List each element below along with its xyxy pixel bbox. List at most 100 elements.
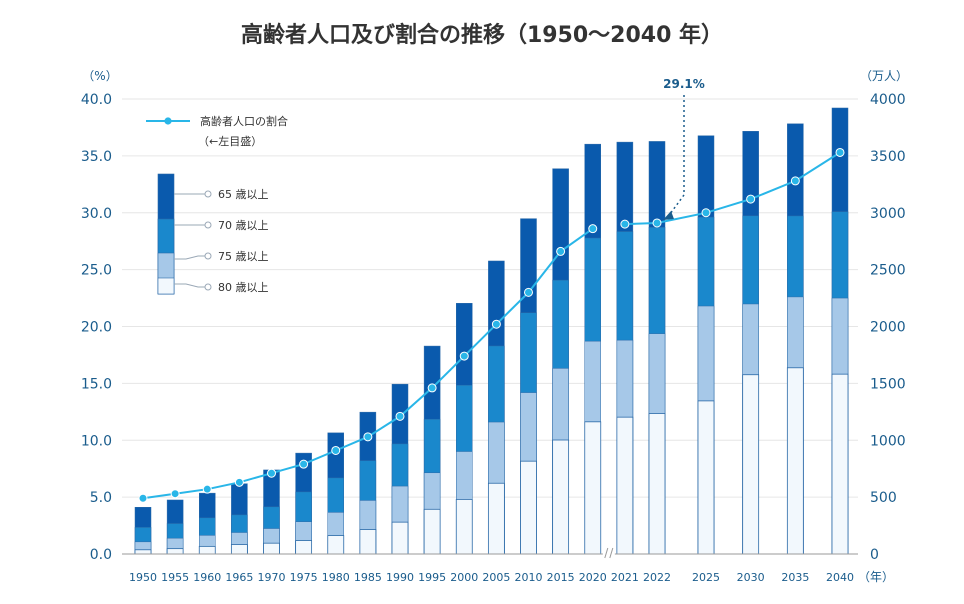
- x-axis-unit: （年）: [858, 570, 894, 584]
- legend-leader-dot: [204, 221, 212, 229]
- bar-80-plus: [391, 521, 409, 555]
- right-tick-label: 3000: [870, 206, 906, 222]
- axis-break-mark: [609, 547, 614, 559]
- left-tick-label: 30.0: [81, 206, 112, 222]
- right-tick-label: 4000: [870, 92, 906, 108]
- x-tick-label: 2021: [611, 571, 639, 584]
- ratio-point: [491, 319, 501, 329]
- ratio-point: [331, 445, 341, 455]
- ratio-point: [170, 489, 180, 499]
- left-axis-unit: （%）: [82, 69, 117, 83]
- ratio-line-layer: [138, 147, 845, 503]
- ratio-point: [299, 459, 309, 469]
- left-tick-label: 20.0: [81, 320, 112, 336]
- legend-leader-line: [174, 255, 206, 260]
- ratio-line-segment: [624, 151, 841, 226]
- ratio-point: [427, 383, 437, 393]
- ratio-point: [267, 468, 276, 478]
- legend-bar-label-65: 65 歳以上: [218, 188, 269, 201]
- ratio-point: [395, 411, 405, 421]
- x-tick-label: 2025: [692, 571, 720, 584]
- ratio-point: [363, 432, 373, 442]
- axis-break-mask: [602, 548, 615, 560]
- callout-leader-line: [666, 95, 685, 219]
- bar-80-plus: [742, 374, 760, 555]
- bar-80-plus: [455, 498, 473, 555]
- bar-80-plus: [263, 542, 280, 555]
- x-tick-label: 2030: [737, 571, 765, 584]
- bar-80-plus: [520, 460, 537, 555]
- ratio-point: [701, 208, 711, 218]
- x-tick-label: 1970: [258, 571, 286, 584]
- legend-bar-label-70: 70 歳以上: [218, 219, 269, 232]
- x-tick-label: 2020: [579, 571, 607, 584]
- ratio-point: [202, 484, 212, 494]
- right-axis-unit: （万人）: [860, 69, 908, 83]
- bar-80-plus: [487, 482, 505, 555]
- chart-title: 高齢者人口及び割合の推移（1950～2040 年）: [241, 22, 723, 48]
- left-tick-label: 40.0: [81, 92, 112, 108]
- bar-80-plus: [584, 421, 602, 555]
- ratio-point: [138, 493, 148, 503]
- ratio-point: [459, 351, 469, 361]
- right-tick-label: 1500: [870, 376, 906, 392]
- bar-80-plus: [230, 544, 248, 555]
- x-tick-label: 2035: [781, 571, 809, 584]
- x-tick-label: 2022: [643, 571, 671, 584]
- bar-80-plus: [359, 529, 377, 555]
- legend-leader-dot: [204, 283, 212, 291]
- x-tick-label: 2040: [826, 571, 854, 584]
- legend-bar-label-75: 75 歳以上: [218, 250, 269, 263]
- legend-leader-line: [174, 283, 206, 288]
- left-tick-label: 25.0: [81, 263, 112, 279]
- legend-line-marker: [164, 117, 172, 125]
- x-tick-label: 2005: [482, 571, 510, 584]
- bar-80-plus: [166, 548, 184, 555]
- callout-arrowhead: [663, 210, 674, 220]
- left-tick-label: 0.0: [90, 547, 112, 563]
- x-tick-label: 1955: [161, 571, 189, 584]
- ratio-point: [556, 246, 566, 256]
- bar-80-plus: [616, 416, 634, 555]
- ratio-point: [835, 147, 845, 157]
- x-tick-label: 1980: [322, 571, 350, 584]
- axis-break-mark: [604, 547, 609, 559]
- bar-80-plus: [423, 508, 441, 555]
- bar-80-plus: [831, 373, 849, 555]
- legend-leader-dot: [204, 252, 212, 260]
- right-tick-label: 3500: [870, 149, 906, 165]
- left-tick-label: 5.0: [90, 490, 112, 506]
- bar-80-plus: [327, 535, 345, 555]
- bar-80-plus: [648, 413, 666, 555]
- ratio-point: [234, 477, 244, 487]
- x-tick-label: 2000: [450, 571, 478, 584]
- legend: 高齢者人口の割合 （←左目盛） 65 歳以上 70 歳以上 75 歳以上 80 …: [146, 114, 288, 295]
- bar-layer: [134, 107, 849, 555]
- ratio-point: [620, 219, 630, 229]
- legend-bar-swatch: [157, 173, 212, 295]
- x-tick-label: 1975: [290, 571, 318, 584]
- x-tick-label: 1985: [354, 571, 382, 584]
- x-tick-label: 2010: [515, 571, 543, 584]
- legend-leader-dot: [204, 190, 212, 198]
- ratio-point: [746, 194, 756, 204]
- legend-line-note: （←左目盛）: [198, 134, 262, 148]
- ratio-point: [652, 218, 662, 228]
- left-tick-label: 10.0: [81, 433, 112, 449]
- right-tick-label: 2500: [870, 263, 906, 279]
- x-tick-label: 2015: [547, 571, 575, 584]
- left-tick-label: 15.0: [81, 376, 112, 392]
- axes-layer: 0.0 0 5.0 500 10.0 1000 15.0 1500 20.0 2000 25.0 25…: [81, 92, 906, 584]
- bar-80-plus: [134, 549, 152, 555]
- x-tick-label: 1965: [225, 571, 253, 584]
- ratio-point: [524, 287, 533, 297]
- x-tick-label: 1995: [418, 571, 446, 584]
- bar-80-plus: [198, 545, 216, 555]
- x-tick-label: 1950: [129, 571, 157, 584]
- right-tick-label: 0: [870, 547, 879, 563]
- x-tick-label: 1960: [193, 571, 221, 584]
- bar-80-plus: [786, 367, 804, 555]
- right-tick-label: 500: [870, 490, 897, 506]
- callout-label: 29.1%: [663, 77, 705, 91]
